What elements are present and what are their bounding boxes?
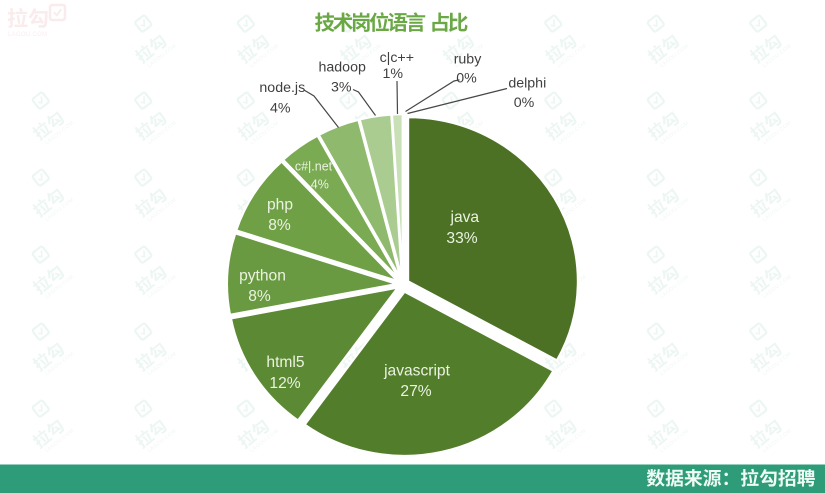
svg-text:javascript: javascript [383, 363, 451, 380]
svg-text:java: java [449, 209, 479, 226]
svg-text:8%: 8% [268, 217, 291, 234]
svg-text:delphi: delphi [508, 76, 546, 92]
svg-text:c#|.net: c#|.net [295, 160, 333, 174]
svg-text:4%: 4% [270, 101, 291, 117]
svg-text:node.js: node.js [259, 80, 305, 96]
svg-text:LAGOU.COM: LAGOU.COM [8, 32, 47, 38]
svg-text:0%: 0% [456, 71, 477, 87]
svg-text:1%: 1% [382, 66, 403, 82]
svg-text:0%: 0% [514, 95, 535, 111]
svg-text:4%: 4% [311, 178, 329, 192]
svg-text:8%: 8% [248, 288, 271, 305]
svg-text:php: php [267, 197, 293, 214]
svg-text:ruby: ruby [454, 52, 483, 68]
svg-text:python: python [239, 268, 286, 285]
svg-text:12%: 12% [269, 375, 300, 392]
svg-text:hadoop: hadoop [319, 60, 366, 76]
svg-text:27%: 27% [400, 383, 431, 400]
svg-text:3%: 3% [331, 80, 352, 96]
svg-text:html5: html5 [266, 354, 304, 371]
svg-text:33%: 33% [446, 230, 477, 247]
svg-text:c|c++: c|c++ [380, 50, 414, 66]
